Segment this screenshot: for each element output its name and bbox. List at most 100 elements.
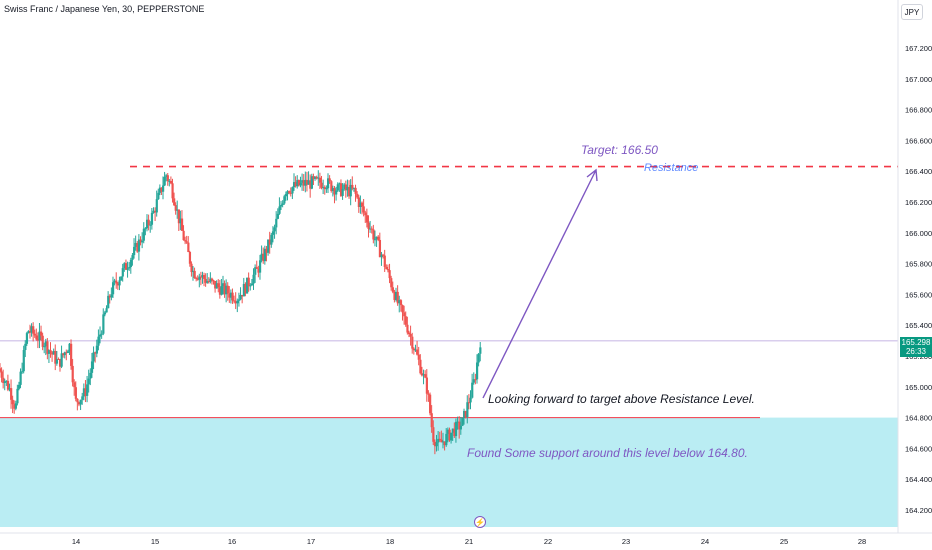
candle-body: [163, 176, 166, 186]
candle-body: [220, 286, 223, 295]
candle-body: [100, 333, 103, 335]
candle-body: [84, 388, 87, 396]
candle-body: [362, 206, 365, 213]
candle-body: [471, 382, 474, 398]
candle-body: [44, 341, 47, 347]
candle-body: [430, 413, 433, 428]
candle-body: [221, 283, 225, 287]
candle-body: [214, 280, 217, 289]
y-tick-label: 164.200: [905, 506, 932, 515]
candle-body: [422, 374, 425, 376]
candle-body: [133, 246, 136, 256]
candle-body: [209, 278, 212, 282]
candle-body: [169, 180, 173, 184]
candle-body: [124, 263, 128, 270]
candle-body: [338, 183, 341, 185]
candle-body: [86, 384, 89, 396]
candle-body: [464, 410, 467, 417]
candle-body: [346, 186, 349, 191]
candle-body: [348, 186, 351, 197]
flash-icon[interactable]: ⚡: [474, 516, 486, 528]
candle-body: [118, 280, 121, 286]
candle-body: [323, 187, 326, 189]
candle-body: [229, 292, 233, 298]
candle-body: [145, 219, 149, 229]
candle-body: [79, 399, 82, 405]
candle-body: [254, 267, 257, 275]
candle-body: [223, 283, 226, 295]
candle-body: [276, 213, 279, 219]
candle-body: [246, 277, 249, 294]
candle-body: [36, 339, 40, 341]
candle-body: [19, 371, 22, 385]
candle-body: [179, 218, 182, 224]
candle-body: [77, 402, 81, 405]
candle-body: [461, 417, 464, 426]
y-tick-label: 166.800: [905, 106, 932, 115]
candle-body: [459, 425, 462, 430]
candle-body: [385, 266, 388, 270]
candle-body: [171, 183, 174, 199]
candle-body: [393, 291, 396, 300]
candle-body: [68, 343, 71, 352]
candle-body: [373, 239, 377, 241]
candle-body: [283, 196, 286, 204]
x-tick-label: 15: [151, 537, 159, 546]
candle-body: [120, 276, 123, 281]
candle-body: [207, 281, 210, 283]
candle-body: [369, 228, 372, 230]
candle-body: [217, 283, 220, 288]
candle-body: [165, 175, 168, 177]
candle-body: [404, 316, 407, 325]
candle-body: [280, 204, 283, 207]
candle-body: [57, 358, 60, 360]
candle-body: [144, 228, 147, 230]
candle-body: [13, 404, 16, 409]
candle-body: [438, 438, 441, 440]
candle-body: [204, 278, 207, 283]
candle-body: [420, 373, 424, 376]
y-tick-label: 164.600: [905, 444, 932, 453]
y-tick-label: 165.000: [905, 383, 932, 392]
candle-body: [82, 388, 86, 397]
looking-forward-note: Looking forward to target above Resistan…: [488, 392, 755, 406]
candle-body: [225, 285, 228, 295]
candle-body: [21, 371, 24, 373]
candle-body: [62, 353, 65, 356]
price-axis[interactable]: 167.200 167.000 166.800 166.600 166.400 166.2…: [905, 44, 932, 515]
candle-body: [60, 353, 63, 367]
candle-body: [0, 371, 3, 378]
candle-body: [325, 188, 328, 190]
x-tick-label: 25: [780, 537, 788, 546]
candle-body: [463, 410, 466, 418]
candle-body: [73, 382, 76, 388]
last-price-value: 165.298: [901, 338, 931, 347]
arrow-shaft: [482, 169, 597, 399]
candle-body: [388, 270, 391, 279]
candle-body: [92, 352, 95, 362]
candle-body: [74, 387, 77, 399]
candle-body: [302, 180, 305, 186]
candle-body: [241, 294, 244, 297]
candle-body: [335, 190, 338, 195]
currency-button[interactable]: JPY: [901, 4, 923, 20]
candle-body: [375, 236, 378, 240]
candle-body: [49, 350, 52, 353]
candle-body: [43, 346, 46, 348]
candle-body: [286, 191, 289, 195]
time-axis[interactable]: 14 15 16 17 18 21 22 23 24 25 28: [72, 537, 866, 546]
candle-body: [296, 180, 299, 187]
candle-body: [239, 294, 242, 300]
candle-body: [339, 183, 343, 196]
candle-body: [203, 275, 206, 279]
candle-body: [386, 269, 390, 271]
candle-body: [231, 292, 234, 301]
candle-body: [25, 333, 29, 344]
candle-body: [242, 283, 245, 297]
candle-body: [184, 240, 187, 242]
candle-body: [331, 188, 335, 192]
candle-body: [383, 255, 386, 267]
candle-body: [215, 283, 218, 289]
candle-body: [152, 210, 155, 213]
